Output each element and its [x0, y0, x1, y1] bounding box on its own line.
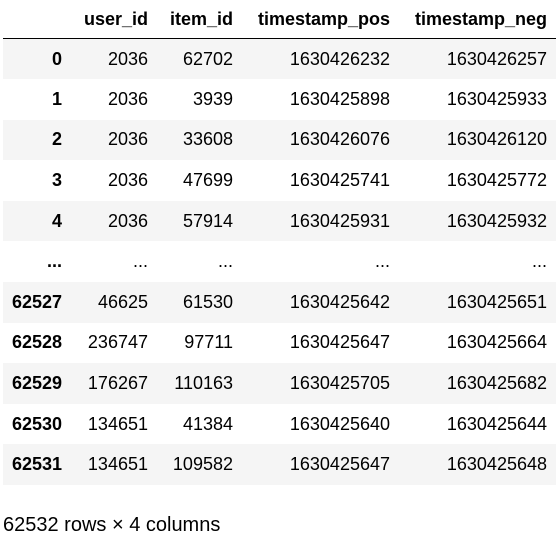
row-index: 2	[51, 129, 62, 150]
table-cell-timestamp-neg: ...	[531, 251, 547, 272]
table-row: 2 2036 33608 1630426076 1630426120	[3, 119, 556, 161]
table-cell-item-id: 62702	[182, 48, 233, 69]
table-cell-item-id: ...	[217, 251, 233, 272]
table-row: 62528 236747 97711 1630425647 1630425664	[3, 323, 556, 364]
table-row: 0 2036 62702 1630426232 1630426257	[3, 38, 556, 80]
table-cell-item-id: 57914	[182, 210, 233, 231]
table-row: 1 2036 3939 1630425898 1630425933	[3, 79, 556, 120]
table-cell-timestamp-neg: 1630425664	[446, 332, 547, 353]
table-cell-item-id: 109582	[172, 454, 233, 475]
table-cell-item-id: 41384	[182, 413, 233, 434]
table-cell-timestamp-neg: 1630425651	[446, 291, 547, 312]
table-cell-user-id: 134651	[87, 413, 148, 434]
table-row: 3 2036 47699 1630425741 1630425772	[3, 160, 556, 201]
table-cell-item-id: 47699	[182, 170, 233, 191]
table-row: 62529 176267 110163 1630425705 1630425682	[3, 363, 556, 404]
table-cell-timestamp-neg: 1630425933	[446, 88, 547, 109]
column-header-user-id: user_id	[71, 0, 157, 39]
table-shape-summary: 62532 rows × 4 columns	[3, 514, 221, 536]
table-cell-timestamp-pos: 1630425647	[289, 332, 390, 353]
row-index: 1	[51, 88, 62, 109]
table-cell-user-id: 2036	[107, 88, 148, 109]
table-cell-user-id: 236747	[87, 332, 148, 353]
row-index: 62531	[11, 454, 62, 475]
row-index: 62528	[11, 332, 62, 353]
table-cell-user-id: 176267	[87, 373, 148, 394]
table-cell-timestamp-neg: 1630425648	[446, 454, 547, 475]
table-cell-item-id: 3939	[192, 88, 233, 109]
table-cell-timestamp-neg: 1630425772	[446, 170, 547, 191]
table-row: ...............	[3, 241, 556, 282]
row-index: 0	[51, 48, 62, 69]
table-cell-timestamp-neg: 1630426257	[446, 48, 547, 69]
table-cell-timestamp-pos: 1630425931	[289, 210, 390, 231]
column-header-timestamp-pos: timestamp_pos	[242, 0, 399, 39]
table-cell-user-id: 2036	[107, 210, 148, 231]
table-cell-item-id: 61530	[182, 291, 233, 312]
table-cell-timestamp-pos: 1630425647	[289, 454, 390, 475]
table-row: 4 2036 57914 1630425931 1630425932	[3, 200, 556, 242]
index-header	[3, 0, 71, 39]
table-cell-user-id: 134651	[87, 454, 148, 475]
table-cell-user-id: ...	[132, 251, 148, 272]
table-row: 62527 46625 61530 1630425642 1630425651	[3, 282, 556, 323]
row-index: 62530	[11, 413, 62, 434]
table-row: 62530 134651 41384 1630425640 1630425644	[3, 404, 556, 445]
header-row: user_id item_id timestamp_pos timestamp_…	[3, 0, 556, 39]
table-cell-timestamp-pos: 1630426232	[289, 48, 390, 69]
table-cell-user-id: 2036	[107, 48, 148, 69]
column-header-timestamp-neg: timestamp_neg	[399, 0, 556, 39]
table-cell-user-id: 2036	[107, 129, 148, 150]
table-body: 0 2036 62702 1630426232 1630426257 1 2036 3939 1…	[3, 38, 556, 486]
table-cell-timestamp-pos: 1630425705	[289, 373, 390, 394]
table-cell-item-id: 33608	[182, 129, 233, 150]
table-cell-timestamp-pos: 1630425741	[289, 170, 390, 191]
dataframe-table: user_id item_id timestamp_pos timestamp_…	[3, 0, 556, 486]
table-row: 62531 134651 109582 1630425647 1630425648	[3, 444, 556, 486]
row-index: 3	[51, 170, 62, 191]
table-cell-timestamp-pos: 1630425640	[289, 413, 390, 434]
row-index: 62527	[11, 291, 62, 312]
table-cell-user-id: 46625	[97, 291, 148, 312]
row-index: 62529	[11, 373, 62, 394]
table-cell-item-id: 110163	[174, 373, 233, 394]
table-cell-item-id: 97711	[184, 332, 233, 353]
row-index: ...	[46, 251, 62, 272]
table-cell-timestamp-neg: 1630425932	[446, 210, 547, 231]
table-cell-timestamp-neg: 1630425682	[446, 373, 547, 394]
table-cell-timestamp-neg: 1630426120	[446, 129, 547, 150]
row-index: 4	[51, 210, 62, 231]
table-cell-user-id: 2036	[107, 170, 148, 191]
table-cell-timestamp-neg: 1630425644	[446, 413, 547, 434]
table-cell-timestamp-pos: 1630426076	[289, 129, 390, 150]
column-header-item-id: item_id	[157, 0, 242, 39]
table-cell-timestamp-pos: 1630425642	[289, 291, 390, 312]
table-cell-timestamp-pos: ...	[374, 251, 390, 272]
table-cell-timestamp-pos: 1630425898	[289, 88, 390, 109]
